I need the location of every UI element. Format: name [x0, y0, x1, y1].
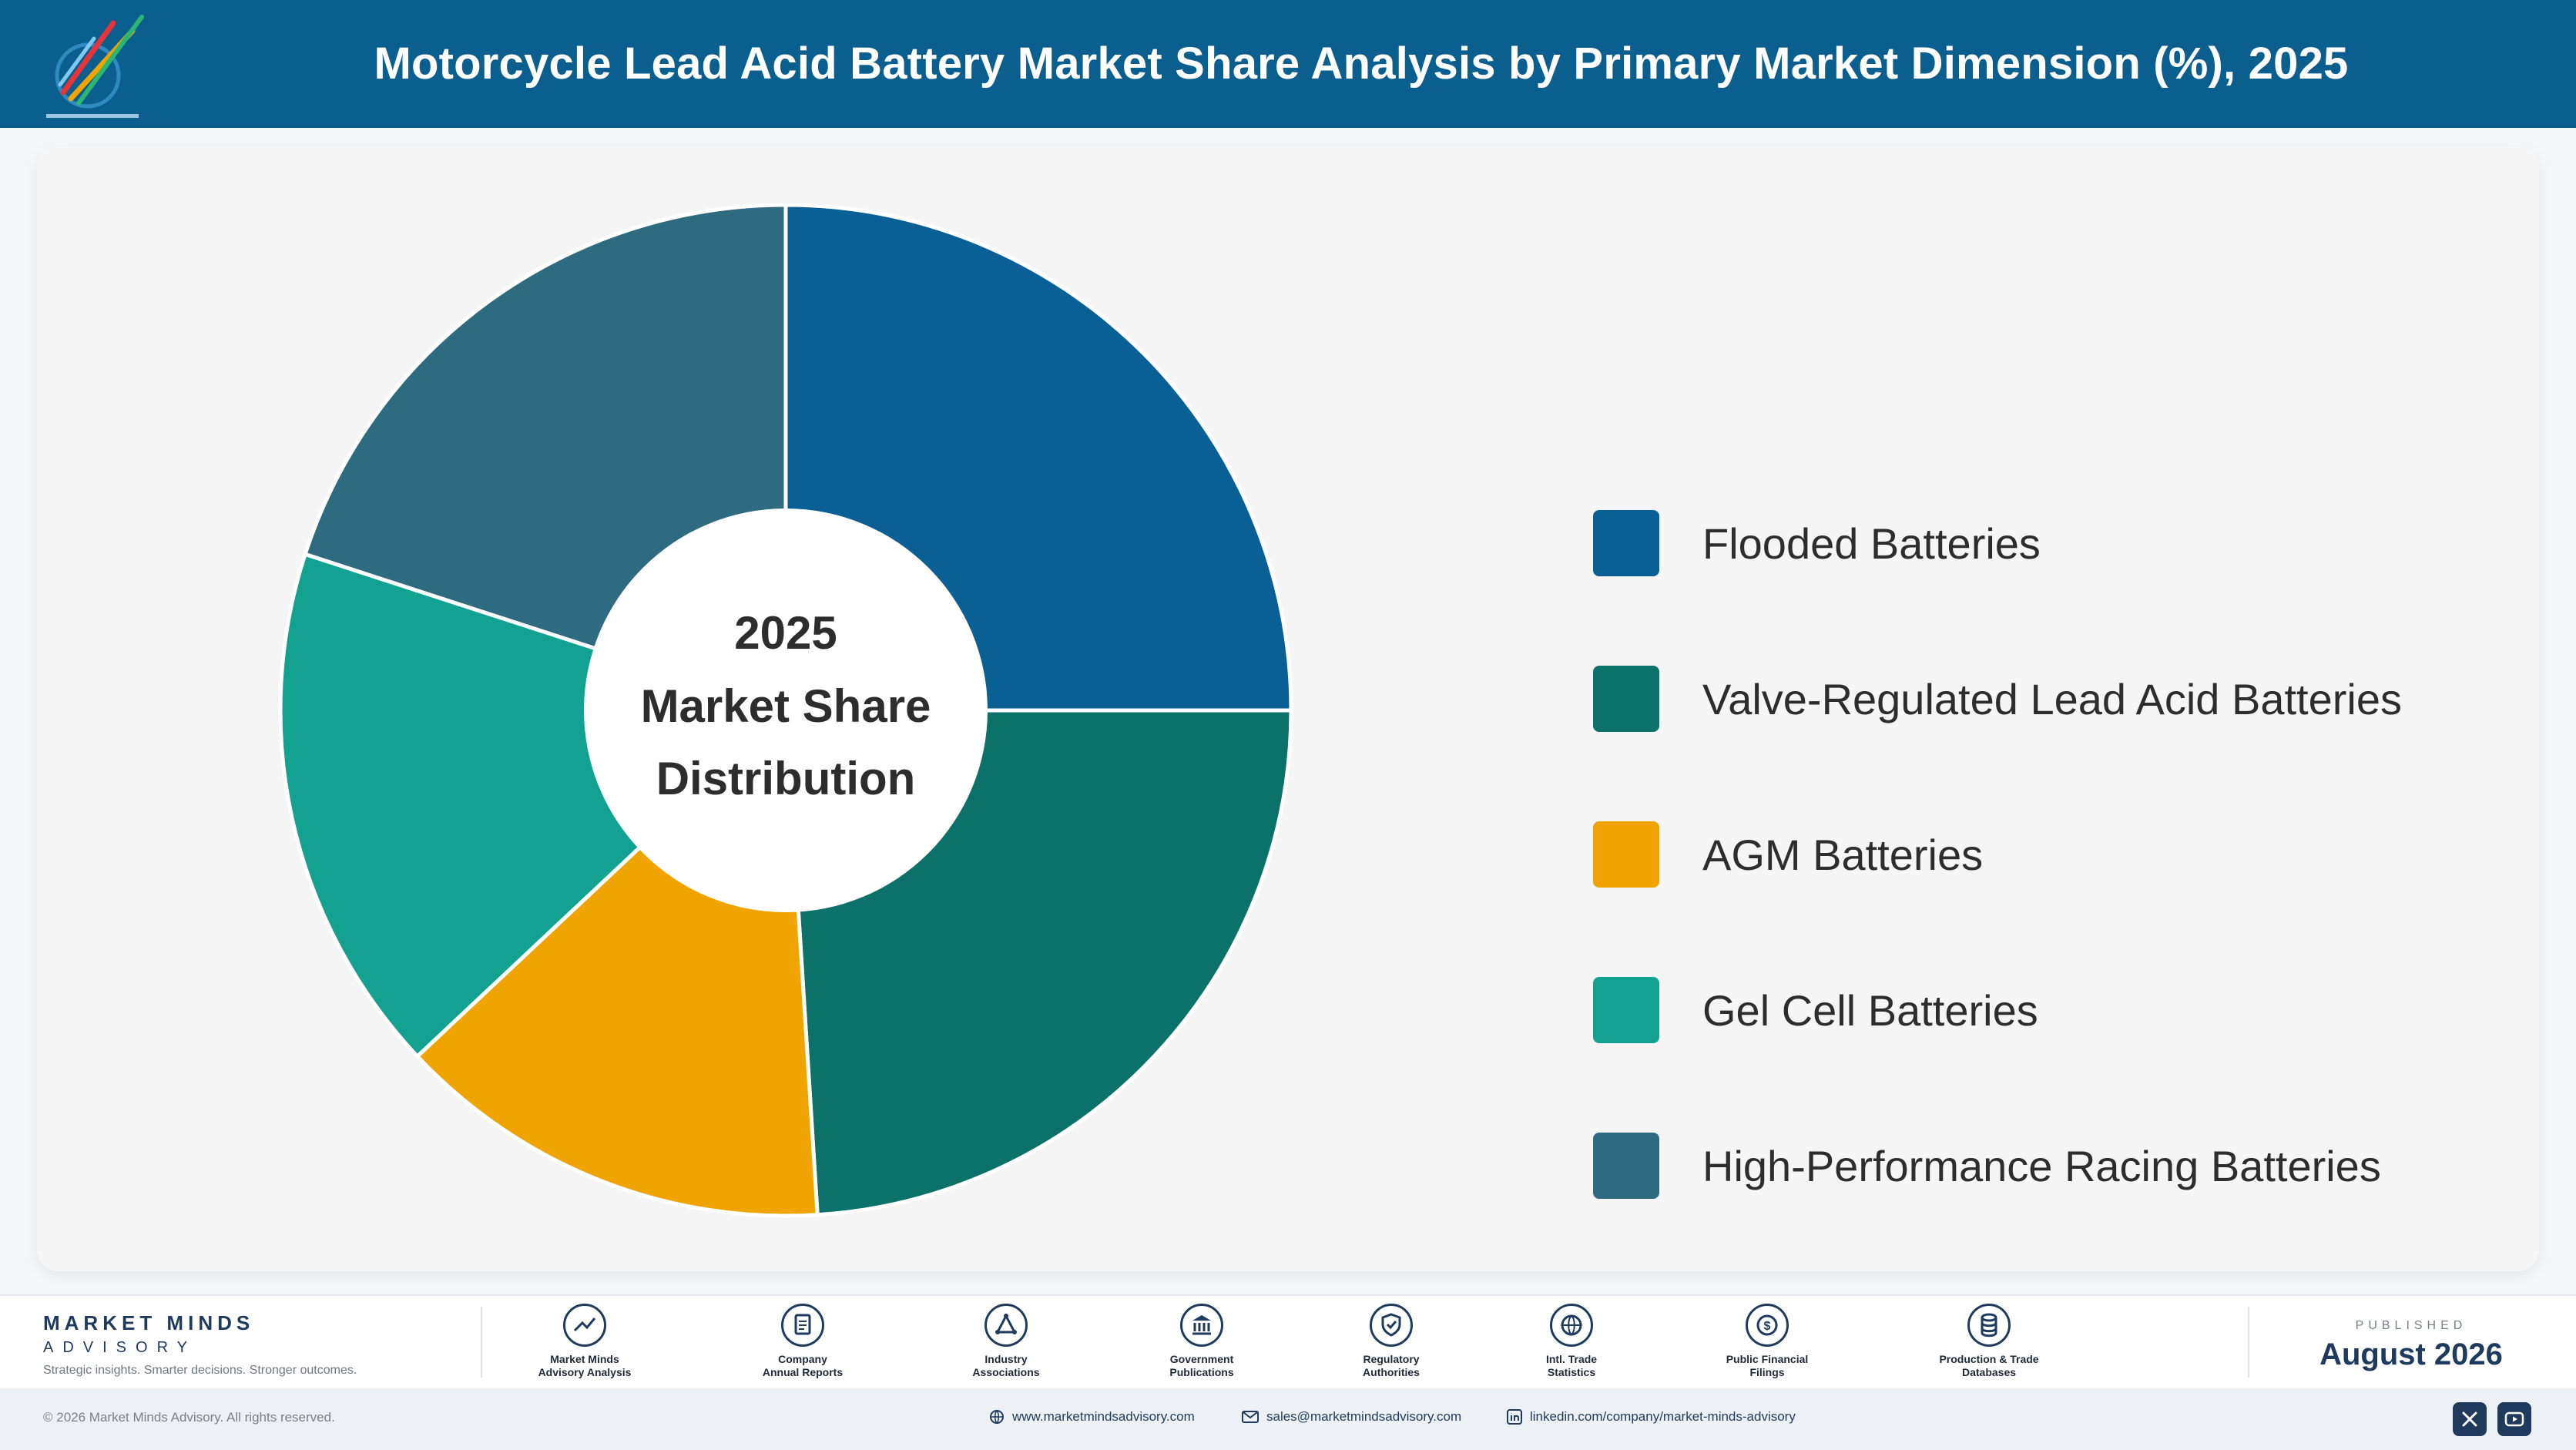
- database-icon: [1967, 1304, 2011, 1347]
- network-icon: [984, 1304, 1028, 1347]
- published-date: August 2026: [2319, 1338, 2503, 1371]
- source-label: Regulatory Authorities: [1363, 1353, 1420, 1378]
- dollar-coin-icon: $: [1746, 1304, 1789, 1347]
- source-item[interactable]: Production & Trade Databases: [1904, 1304, 2074, 1379]
- page-title: Motorcycle Lead Acid Battery Market Shar…: [374, 39, 2349, 89]
- source-label: Public Financial Filings: [1726, 1353, 1809, 1378]
- legend-item[interactable]: Gel Cell Batteries: [1593, 975, 2038, 1045]
- youtube-icon: [2504, 1411, 2524, 1427]
- source-label: Intl. Trade Statistics: [1545, 1353, 1598, 1378]
- globe-icon: [1550, 1304, 1593, 1347]
- source-item[interactable]: Market Minds Advisory Analysis: [500, 1304, 669, 1379]
- published-caption: PUBLISHED: [2355, 1319, 2467, 1332]
- website-link[interactable]: www.marketmindsadvisory.com: [989, 1409, 1195, 1425]
- svg-text:$: $: [1764, 1320, 1771, 1333]
- x-social-button[interactable]: [2453, 1402, 2487, 1436]
- source-item[interactable]: $ Public Financial Filings: [1682, 1304, 1852, 1379]
- shield-check-icon: [1370, 1304, 1413, 1347]
- source-label: Company Annual Reports: [762, 1353, 844, 1378]
- linkedin-link[interactable]: linkedin.com/company/market-minds-adviso…: [1507, 1409, 1796, 1425]
- legend-swatch: [1593, 666, 1659, 732]
- email-link[interactable]: sales@marketmindsadvisory.com: [1242, 1409, 1461, 1425]
- legend-swatch: [1593, 821, 1659, 888]
- x-icon: [2462, 1411, 2477, 1427]
- source-item[interactable]: Company Annual Reports: [718, 1304, 887, 1379]
- legend-label: Flooded Batteries: [1702, 519, 2041, 568]
- source-item[interactable]: Government Publications: [1117, 1304, 1286, 1379]
- legend-label: High-Performance Racing Batteries: [1702, 1141, 2381, 1190]
- legend-item[interactable]: Flooded Batteries: [1593, 509, 2041, 578]
- brand-tagline: Strategic insights. Smarter decisions. S…: [43, 1364, 357, 1377]
- mail-icon: [1242, 1411, 1259, 1423]
- legend-swatch: [1593, 510, 1659, 576]
- linkedin-icon: [1507, 1409, 1522, 1425]
- center-label-year: 2025: [734, 607, 837, 659]
- legend-item[interactable]: AGM Batteries: [1593, 820, 1983, 889]
- header-bar: Motorcycle Lead Acid Battery Market Shar…: [0, 0, 2576, 128]
- market-minds-logo[interactable]: [40, 8, 148, 123]
- legend-label: AGM Batteries: [1702, 830, 1984, 879]
- center-hole: [584, 509, 988, 912]
- source-label: Industry Associations: [972, 1353, 1040, 1378]
- source-label: Market Minds Advisory Analysis: [538, 1353, 632, 1378]
- source-item[interactable]: Intl. Trade Statistics: [1487, 1304, 1656, 1379]
- bottom-bar: © 2026 Market Minds Advisory. All rights…: [0, 1388, 2576, 1450]
- copyright-text: © 2026 Market Minds Advisory. All rights…: [43, 1410, 335, 1425]
- source-item[interactable]: Industry Associations: [921, 1304, 1091, 1379]
- center-label-line3: Distribution: [656, 753, 916, 804]
- legend-swatch: [1593, 1133, 1659, 1199]
- center-label-line2: Market Share: [641, 680, 931, 732]
- source-item[interactable]: Regulatory Authorities: [1306, 1304, 1476, 1379]
- legend-label: Gel Cell Batteries: [1702, 985, 2038, 1035]
- globe-icon: [990, 1410, 1004, 1424]
- brand-subtitle: ADVISORY: [43, 1339, 196, 1356]
- footer-divider: [2248, 1307, 2249, 1378]
- source-label: Production & Trade Databases: [1939, 1353, 2039, 1378]
- website-text: www.marketmindsadvisory.com: [1012, 1409, 1195, 1424]
- linkedin-text: linkedin.com/company/market-minds-adviso…: [1530, 1409, 1796, 1424]
- trend-line-icon: [563, 1304, 606, 1347]
- government-building-icon: [1180, 1304, 1223, 1347]
- legend-label: Valve-Regulated Lead Acid Batteries: [1702, 674, 2402, 723]
- email-text: sales@marketmindsadvisory.com: [1266, 1409, 1462, 1424]
- document-icon: [781, 1304, 824, 1347]
- footer: MARKET MINDS ADVISORY Strategic insights…: [0, 1294, 2576, 1388]
- legend-swatch: [1593, 977, 1659, 1043]
- pie-chart: 2025 Market Share Distribution: [278, 203, 1293, 1218]
- youtube-social-button[interactable]: [2497, 1402, 2531, 1436]
- chart-card: 2025 Market Share Distribution Flooded B…: [37, 146, 2539, 1271]
- source-label: Government Publications: [1169, 1353, 1234, 1378]
- legend-item[interactable]: High-Performance Racing Batteries: [1593, 1131, 2381, 1200]
- legend-item[interactable]: Valve-Regulated Lead Acid Batteries: [1593, 664, 2402, 733]
- footer-divider: [481, 1307, 482, 1378]
- brand-name: MARKET MINDS: [43, 1311, 255, 1334]
